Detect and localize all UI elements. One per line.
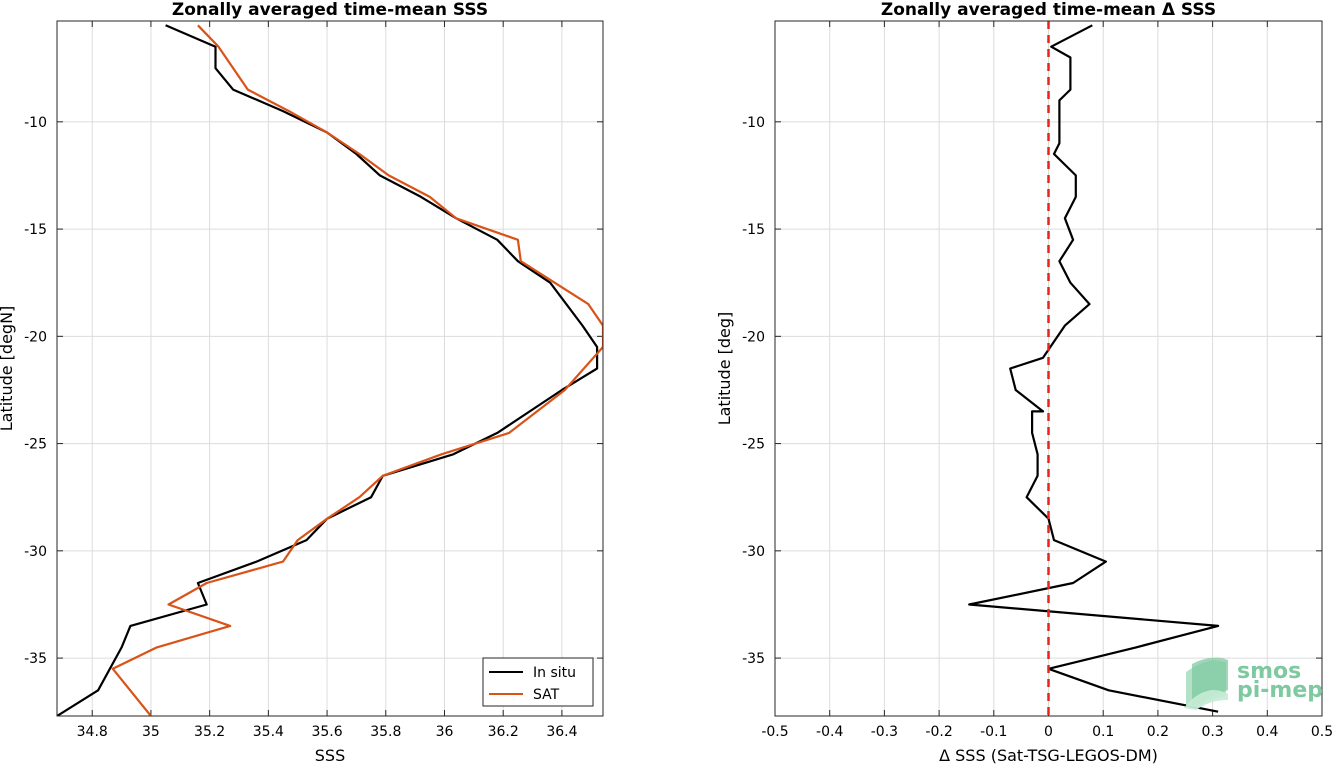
x-tick-label: 0.4 xyxy=(1256,724,1278,740)
left-grid xyxy=(57,21,603,716)
x-tick-label: 0.2 xyxy=(1147,724,1169,740)
x-tick-label: 0.1 xyxy=(1092,724,1114,740)
left-axes-border xyxy=(56,20,604,717)
left-panel: 34.8 35 35.2 35.4 35.6 35.8 36 36.2 36.4 -10 -15 -2… xyxy=(0,0,604,765)
x-tick-label: 36 xyxy=(436,724,454,740)
y-tick-label: -10 xyxy=(742,115,765,131)
legend: In situ SAT xyxy=(482,657,594,707)
y-tick-label: -20 xyxy=(742,329,765,345)
series-line-series-0 xyxy=(968,24,1220,713)
series-line-sat xyxy=(111,24,603,716)
legend-label-in-situ: In situ xyxy=(533,665,576,681)
logo-wave-icon xyxy=(1184,657,1228,710)
left-chart-title: Zonally averaged time-mean SSS xyxy=(172,0,488,20)
x-tick-label: 35.6 xyxy=(311,724,342,740)
x-tick-label: 36.4 xyxy=(546,724,577,740)
left-axes-frame xyxy=(57,21,603,716)
y-tick-label: -35 xyxy=(24,651,47,667)
x-tick-label: 35.4 xyxy=(253,724,284,740)
x-tick-label: 35 xyxy=(142,724,160,740)
right-y-axis-label: Latitude [deg] xyxy=(715,312,734,426)
y-tick-label: -25 xyxy=(742,437,765,453)
y-tick-label: -10 xyxy=(24,115,47,131)
x-tick-label: 34.8 xyxy=(77,724,108,740)
right-series xyxy=(968,21,1220,716)
x-tick-label: -0.2 xyxy=(925,724,952,740)
right-chart-title: Zonally averaged time-mean Δ SSS xyxy=(881,0,1216,20)
x-tick-label: 35.8 xyxy=(370,724,401,740)
legend-label-sat: SAT xyxy=(533,687,560,703)
x-tick-label: 36.2 xyxy=(488,724,519,740)
x-tick-label: -0.3 xyxy=(871,724,898,740)
y-tick-label: -15 xyxy=(24,222,47,238)
left-plot-area xyxy=(57,24,603,716)
y-tick-label: -30 xyxy=(24,544,47,560)
x-tick-label: -0.1 xyxy=(980,724,1007,740)
legend-box xyxy=(482,657,594,707)
right-axes-border xyxy=(774,20,1323,717)
y-tick-label: -15 xyxy=(742,222,765,238)
logo-line1: smos xyxy=(1237,659,1301,684)
y-tick-label: -20 xyxy=(24,329,47,345)
y-tick-label: -35 xyxy=(742,651,765,667)
left-ticks: 34.8 35 35.2 35.4 35.6 35.8 36 36.2 36.4 -10 -15 -2… xyxy=(24,21,603,740)
x-tick-label: -0.5 xyxy=(761,724,788,740)
x-tick-label: 0.5 xyxy=(1311,724,1333,740)
right-panel: -0.5 -0.4 -0.3 -0.2 -0.1 0 0.1 0.2 0.3 0.4 0.5 -10 -… xyxy=(715,0,1333,765)
y-tick-label: -25 xyxy=(24,437,47,453)
logo-line2: pi-mep xyxy=(1237,678,1323,703)
right-x-axis-label: Δ SSS (Sat-TSG-LEGOS-DM) xyxy=(939,746,1158,765)
x-tick-label: 0 xyxy=(1044,724,1053,740)
right-ticks: -0.5 -0.4 -0.3 -0.2 -0.1 0 0.1 0.2 0.3 0.4 0.5 -10 -… xyxy=(742,21,1333,740)
x-tick-label: 0.3 xyxy=(1201,724,1223,740)
y-tick-label: -30 xyxy=(742,544,765,560)
x-tick-label: 35.2 xyxy=(194,724,225,740)
smos-pimep-logo: smos pi-mep xyxy=(1184,657,1323,710)
right-plot-area xyxy=(968,21,1220,716)
left-y-axis-label: Latitude [degN] xyxy=(0,306,16,432)
left-series xyxy=(57,24,603,716)
x-tick-label: -0.4 xyxy=(816,724,843,740)
left-x-axis-label: SSS xyxy=(315,746,345,765)
